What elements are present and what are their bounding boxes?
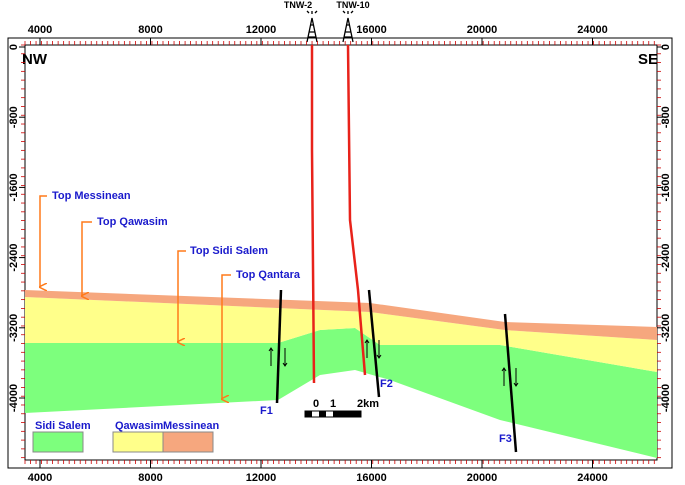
top-label: Top Qantara <box>236 269 301 281</box>
x-tick-label: 4000 <box>28 24 52 36</box>
well-path <box>310 45 316 384</box>
fault-label: F1 <box>260 405 273 417</box>
top-label: Top Qawasim <box>97 216 168 228</box>
legend-boxes <box>32 431 214 453</box>
faults <box>275 289 518 453</box>
fault-arrows <box>268 339 519 387</box>
scale-bar <box>304 410 362 418</box>
wells <box>310 44 367 384</box>
qawasim-layer <box>25 297 657 372</box>
x-tick-label: 16000 <box>356 24 387 36</box>
layers <box>25 290 657 458</box>
corner-label: NW <box>22 51 48 68</box>
x-tick-label: 8000 <box>138 472 162 484</box>
y-tick-label: -1600 <box>8 173 20 201</box>
x-tick-label: 24000 <box>577 472 608 484</box>
x-tick-label: 20000 <box>467 472 498 484</box>
x-tick-label: 4000 <box>28 472 52 484</box>
well-label: TNW-10 <box>336 0 369 10</box>
top-label: Top Sidi Salem <box>190 245 268 257</box>
fault-label: F2 <box>380 378 393 390</box>
top-label: Top Messinean <box>52 190 131 202</box>
scale-label: 2km <box>357 398 379 410</box>
y-tick-label: -1600 <box>660 173 672 201</box>
y-tick-label: -2400 <box>660 244 672 272</box>
y-tick-label: -3200 <box>8 314 20 342</box>
fault-line <box>275 289 283 404</box>
x-tick-label: 8000 <box>138 24 162 36</box>
y-tick-label: 0 <box>8 44 20 50</box>
x-tick-label: 24000 <box>577 24 608 36</box>
legend-label: Messinean <box>163 420 220 432</box>
messinean-layer <box>25 290 657 340</box>
x-tick-label: 12000 <box>246 24 277 36</box>
scale-label: 0 <box>313 398 319 410</box>
derricks <box>306 10 354 43</box>
legend-label: Qawasim <box>115 420 164 432</box>
y-tick-label: -800 <box>660 106 672 128</box>
fault-line <box>367 289 381 398</box>
scale-label: 1 <box>330 398 336 410</box>
y-tick-label: -4000 <box>660 384 672 412</box>
corner-label: SE <box>638 51 658 68</box>
y-tick-label: -800 <box>8 106 20 128</box>
x-tick-label: 16000 <box>356 472 387 484</box>
well-label: TNW-2 <box>284 0 312 10</box>
sidi-salem-layer <box>25 328 657 458</box>
fault-line <box>503 313 518 453</box>
fault-label: F3 <box>499 433 512 445</box>
frame <box>7 37 673 469</box>
y-tick-label: -3200 <box>660 314 672 342</box>
y-tick-label: -4000 <box>8 384 20 412</box>
x-tick-label: 20000 <box>467 24 498 36</box>
well-path <box>346 44 367 376</box>
y-tick-label: -2400 <box>8 244 20 272</box>
top-arrows <box>40 195 231 399</box>
legend-label: Sidi Salem <box>35 420 91 432</box>
y-tick-label: 0 <box>660 44 672 50</box>
x-tick-label: 12000 <box>246 472 277 484</box>
